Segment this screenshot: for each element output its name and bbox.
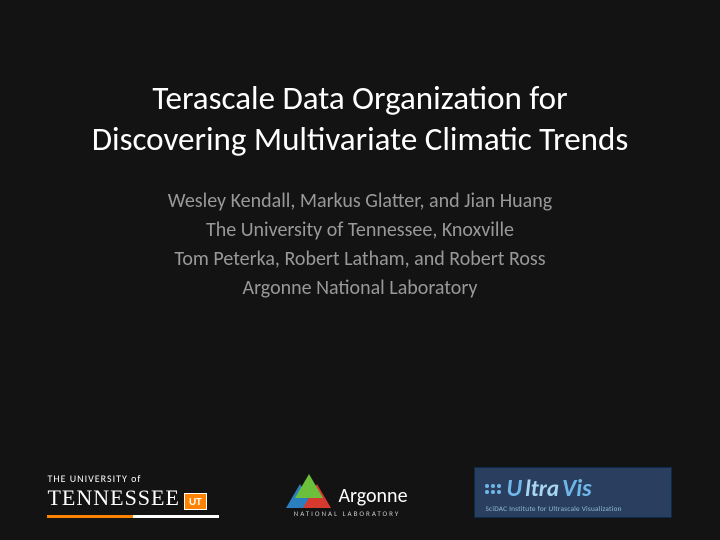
argonne-sub: NATIONAL LABORATORY bbox=[294, 509, 401, 518]
credit-line: Argonne National Laboratory bbox=[168, 274, 552, 303]
ut-bar-icon bbox=[47, 515, 219, 518]
ut-badge: UT bbox=[184, 493, 207, 510]
ultravis-vis: Vis bbox=[562, 474, 592, 503]
credits-block: Wesley Kendall, Markus Glatter, and Jian… bbox=[168, 187, 552, 303]
argonne-logo: Argonne NATIONAL LABORATORY bbox=[286, 468, 407, 518]
credit-line: Wesley Kendall, Markus Glatter, and Jian… bbox=[168, 187, 552, 216]
ultravis-logo: UltraVis SciDAC Institute for Ultrascale… bbox=[474, 467, 672, 518]
ut-line1: THE UNIVERSITY of bbox=[47, 472, 141, 485]
ut-line2: TENNESSEE bbox=[47, 485, 179, 511]
logo-row: THE UNIVERSITY of TENNESSEE UT Argonne N… bbox=[0, 467, 720, 518]
ultravis-dots-icon bbox=[485, 484, 501, 494]
argonne-name: Argonne bbox=[338, 484, 407, 508]
credit-line: The University of Tennessee, Knoxville bbox=[168, 216, 552, 245]
credit-line: Tom Peterka, Robert Latham, and Robert R… bbox=[168, 245, 552, 274]
title-slide: Terascale Data Organization for Discover… bbox=[0, 0, 720, 540]
ultravis-tagline: SciDAC Institute for Ultrascale Visualiz… bbox=[485, 504, 661, 513]
argonne-triangle-icon bbox=[286, 468, 330, 508]
ultravis-ltra: ltra bbox=[525, 475, 559, 503]
ultravis-u: U bbox=[506, 474, 522, 503]
ut-logo: THE UNIVERSITY of TENNESSEE UT bbox=[47, 472, 219, 518]
slide-title: Terascale Data Organization for Discover… bbox=[80, 78, 640, 161]
